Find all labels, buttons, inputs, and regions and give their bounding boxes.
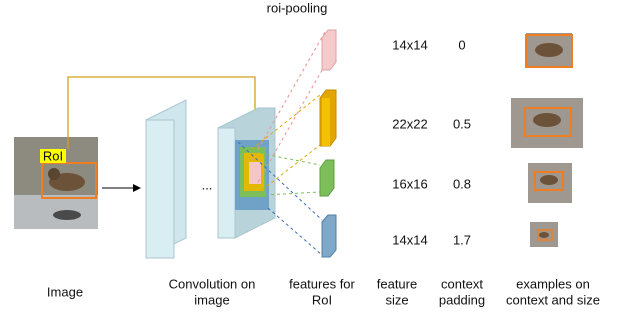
examples [511, 33, 583, 247]
context-padding: 0.5 [453, 116, 471, 131]
pooled-features [320, 30, 336, 257]
feature-size: 22x22 [392, 116, 427, 131]
feature-map [218, 108, 275, 238]
caption: size [385, 292, 408, 307]
dots: ... [202, 177, 213, 192]
input-image: RoI [14, 137, 98, 229]
caption: Convolution on [169, 276, 256, 291]
feature-size: 16x16 [392, 176, 427, 191]
feature-size: 14x14 [392, 37, 427, 52]
roi-label: RoI [43, 148, 63, 163]
caption: feature [377, 276, 417, 291]
caption: context and size [506, 292, 600, 307]
caption: image [194, 292, 229, 307]
context-padding: 1.7 [453, 232, 471, 247]
caption: examples on [516, 276, 590, 291]
caption: Image [47, 284, 83, 299]
caption: RoI [312, 292, 332, 307]
diagram: roi-pooling RoI ... [0, 0, 623, 315]
caption: features for [289, 276, 355, 291]
conv-layer [146, 100, 186, 258]
context-padding: 0 [458, 37, 465, 52]
context-padding: 0.8 [453, 176, 471, 191]
title: roi-pooling [267, 0, 328, 15]
caption: padding [439, 292, 485, 307]
feature-size: 14x14 [392, 232, 427, 247]
caption: context [441, 276, 483, 291]
